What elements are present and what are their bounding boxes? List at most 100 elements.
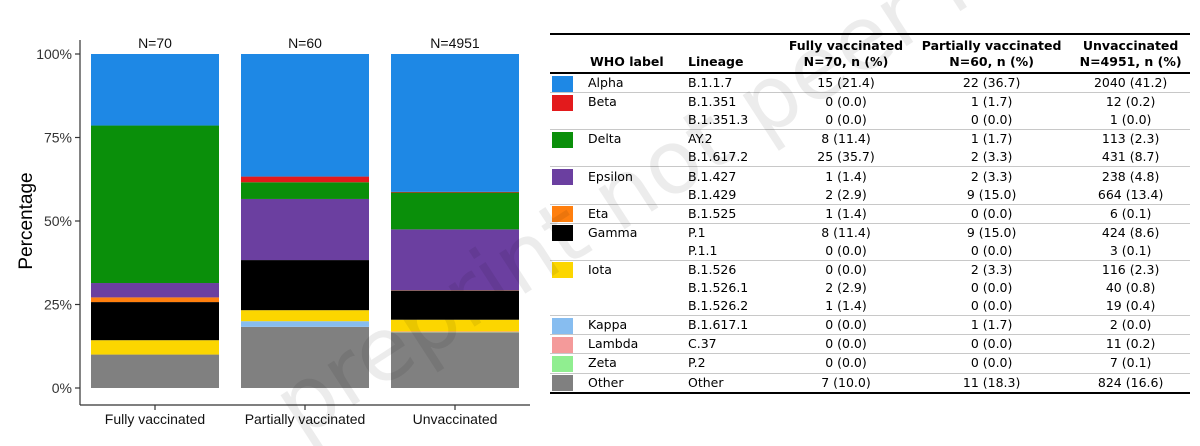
y-tick-label: 25%: [44, 297, 72, 313]
bar-segment-iota-partially-vaccinated: [241, 310, 369, 322]
swatch-cell: [550, 92, 578, 112]
lineage-table: WHO label Lineage Fully vaccinated N=70, …: [550, 33, 1190, 394]
swatch-cell: [550, 353, 578, 373]
count-cell: 0 (0.0): [780, 315, 912, 335]
count-cell: 2 (0.0): [1071, 315, 1190, 335]
who-label-cell: Other: [578, 372, 684, 394]
legend-swatch-lambda: [552, 336, 573, 353]
legend-swatch-eta: [552, 206, 573, 223]
bar-segment-lambda-unvaccinated: [391, 331, 519, 333]
count-cell: 2 (2.9): [825, 280, 867, 296]
bar-segment-epsilon-unvaccinated: [391, 229, 519, 291]
count-cell: 1 (1.4): [780, 203, 912, 224]
header-fully-vaccinated-text: Fully vaccinated N=70, n (%): [788, 38, 904, 69]
swatch-cell: [550, 166, 578, 186]
swatch-cell: [550, 222, 578, 242]
count-cell: 1 (1.4): [780, 166, 912, 186]
bar-segment-gamma-partially-vaccinated: [241, 260, 369, 311]
header-partially-vaccinated: Partially vaccinated N=60, n (%): [912, 34, 1071, 73]
swatch-cell: [550, 129, 578, 149]
bar-segment-delta-partially-vaccinated: [241, 182, 369, 199]
bar-segment-delta-fully-vaccinated: [91, 125, 219, 284]
table-row: Beta B.1.351 0 (0.0) 1 (1.7) 12 (0.2): [550, 92, 1190, 112]
lineage-cell: B.1.526.1: [688, 280, 749, 296]
lineage-table-container: WHO label Lineage Fully vaccinated N=70, …: [550, 33, 1190, 394]
header-lineage: Lineage: [688, 54, 744, 69]
swatch-cell: [550, 111, 578, 130]
table-row: B.1.429 2 (2.9) 9 (15.0) 664 (13.4): [550, 186, 1190, 205]
swatch-cell: [550, 242, 578, 261]
count-cell: 1 (0.0): [1109, 112, 1152, 128]
bar-segment-other-partially-vaccinated: [241, 326, 369, 388]
x-tick-label: Fully vaccinated: [105, 411, 205, 427]
lineage-cell: B.1.351.3: [688, 112, 749, 128]
table-row: Other Other 7 (10.0) 11 (18.3) 824 (16.6): [550, 372, 1190, 394]
swatch-cell: [550, 259, 578, 280]
count-cell: 2 (3.3): [970, 149, 1013, 165]
legend-swatch-beta: [552, 94, 573, 111]
table-row: Alpha B.1.1.7 15 (21.4) 22 (36.7) 2040 (41.2…: [550, 73, 1190, 93]
count-cell: 0 (0.0): [911, 203, 1072, 224]
count-cell: 22 (36.7): [962, 75, 1021, 91]
lineage-cell: Other: [684, 372, 780, 394]
table-row: Iota B.1.526 0 (0.0) 2 (3.3) 116 (2.3): [550, 259, 1190, 280]
lineage-cell: B.1.429: [688, 186, 737, 202]
lineage-cell: P.2: [684, 353, 780, 373]
count-cell: 1 (1.7): [911, 129, 1072, 149]
lineage-cell: B.1.351: [684, 92, 780, 112]
who-label-cell: Lambda: [578, 334, 684, 354]
y-tick-label: 0%: [52, 380, 72, 396]
bar-n-label: N=70: [138, 35, 172, 51]
who-label-cell: [578, 297, 684, 316]
count-cell: 1 (1.7): [911, 92, 1072, 112]
count-cell: 25 (35.7): [817, 149, 875, 165]
bar-segment-other-unvaccinated: [391, 332, 519, 388]
who-label-cell: [578, 279, 684, 297]
lineage-cell: B.1.427: [684, 166, 780, 186]
bar-segment-delta-unvaccinated: [391, 192, 519, 230]
table-row: B.1.526.2 1 (1.4) 0 (0.0) 19 (0.4): [550, 297, 1190, 316]
stacked-bar-chart: 0% 25% 50% 75% 100% Percentage N=70 Fully vacci…: [16, 35, 530, 427]
who-label-cell: Alpha: [588, 75, 624, 91]
bar-segment-beta-unvaccinated: [391, 191, 519, 193]
who-label-cell: Epsilon: [578, 166, 684, 186]
who-label-cell: Kappa: [578, 315, 684, 335]
swatch-cell: [550, 334, 578, 354]
swatch-cell: [550, 315, 578, 335]
bar-segment-gamma-unvaccinated: [391, 290, 519, 320]
table-row: Delta AY.2 8 (11.4) 1 (1.7) 113 (2.3): [550, 129, 1190, 149]
count-cell: 0 (0.0): [911, 334, 1072, 354]
header-unvaccinated: Unvaccinated N=4951, n (%): [1071, 34, 1190, 73]
table-row: Eta B.1.525 1 (1.4) 0 (0.0) 6 (0.1): [550, 203, 1190, 224]
who-label-cell: Beta: [578, 92, 684, 112]
who-label-cell: Iota: [578, 259, 684, 280]
count-cell: 6 (0.1): [1071, 203, 1190, 224]
count-cell: 2 (3.3): [911, 259, 1072, 280]
table-row: B.1.526.1 2 (2.9) 0 (0.0) 40 (0.8): [550, 279, 1190, 297]
legend-swatch-alpha: [552, 75, 573, 92]
legend-swatch-kappa: [552, 317, 573, 334]
lineage-cell: B.1.526: [684, 259, 780, 280]
y-axis-title: Percentage: [16, 172, 37, 269]
count-cell: 424 (8.6): [1071, 222, 1190, 242]
count-cell: 12 (0.2): [1071, 92, 1190, 112]
bar-segment-epsilon-fully-vaccinated: [91, 283, 219, 298]
count-cell: 0 (0.0): [970, 280, 1013, 296]
legend-swatch-epsilon: [552, 169, 573, 186]
bar-n-label: N=60: [288, 35, 322, 51]
who-label-cell: Zeta: [578, 353, 684, 373]
who-label-cell: Delta: [578, 129, 684, 149]
bar-n-label: N=4951: [430, 35, 480, 51]
table-row: Gamma P.1 8 (11.4) 9 (15.0) 424 (8.6): [550, 222, 1190, 242]
count-cell: 9 (15.0): [966, 186, 1017, 202]
legend-swatch-gamma: [552, 225, 573, 242]
bar-segment-alpha-unvaccinated: [391, 54, 519, 192]
count-cell: 0 (0.0): [780, 259, 912, 280]
count-cell: 0 (0.0): [825, 242, 867, 258]
count-cell: 238 (4.8): [1071, 166, 1190, 186]
who-label-cell: Gamma: [578, 222, 684, 242]
header-unvaccinated-text: Unvaccinated N=4951, n (%): [1079, 38, 1182, 69]
y-tick-label: 50%: [44, 213, 72, 229]
bar-segment-gamma-fully-vaccinated: [91, 302, 219, 341]
lineage-cell: P.1: [684, 222, 780, 242]
